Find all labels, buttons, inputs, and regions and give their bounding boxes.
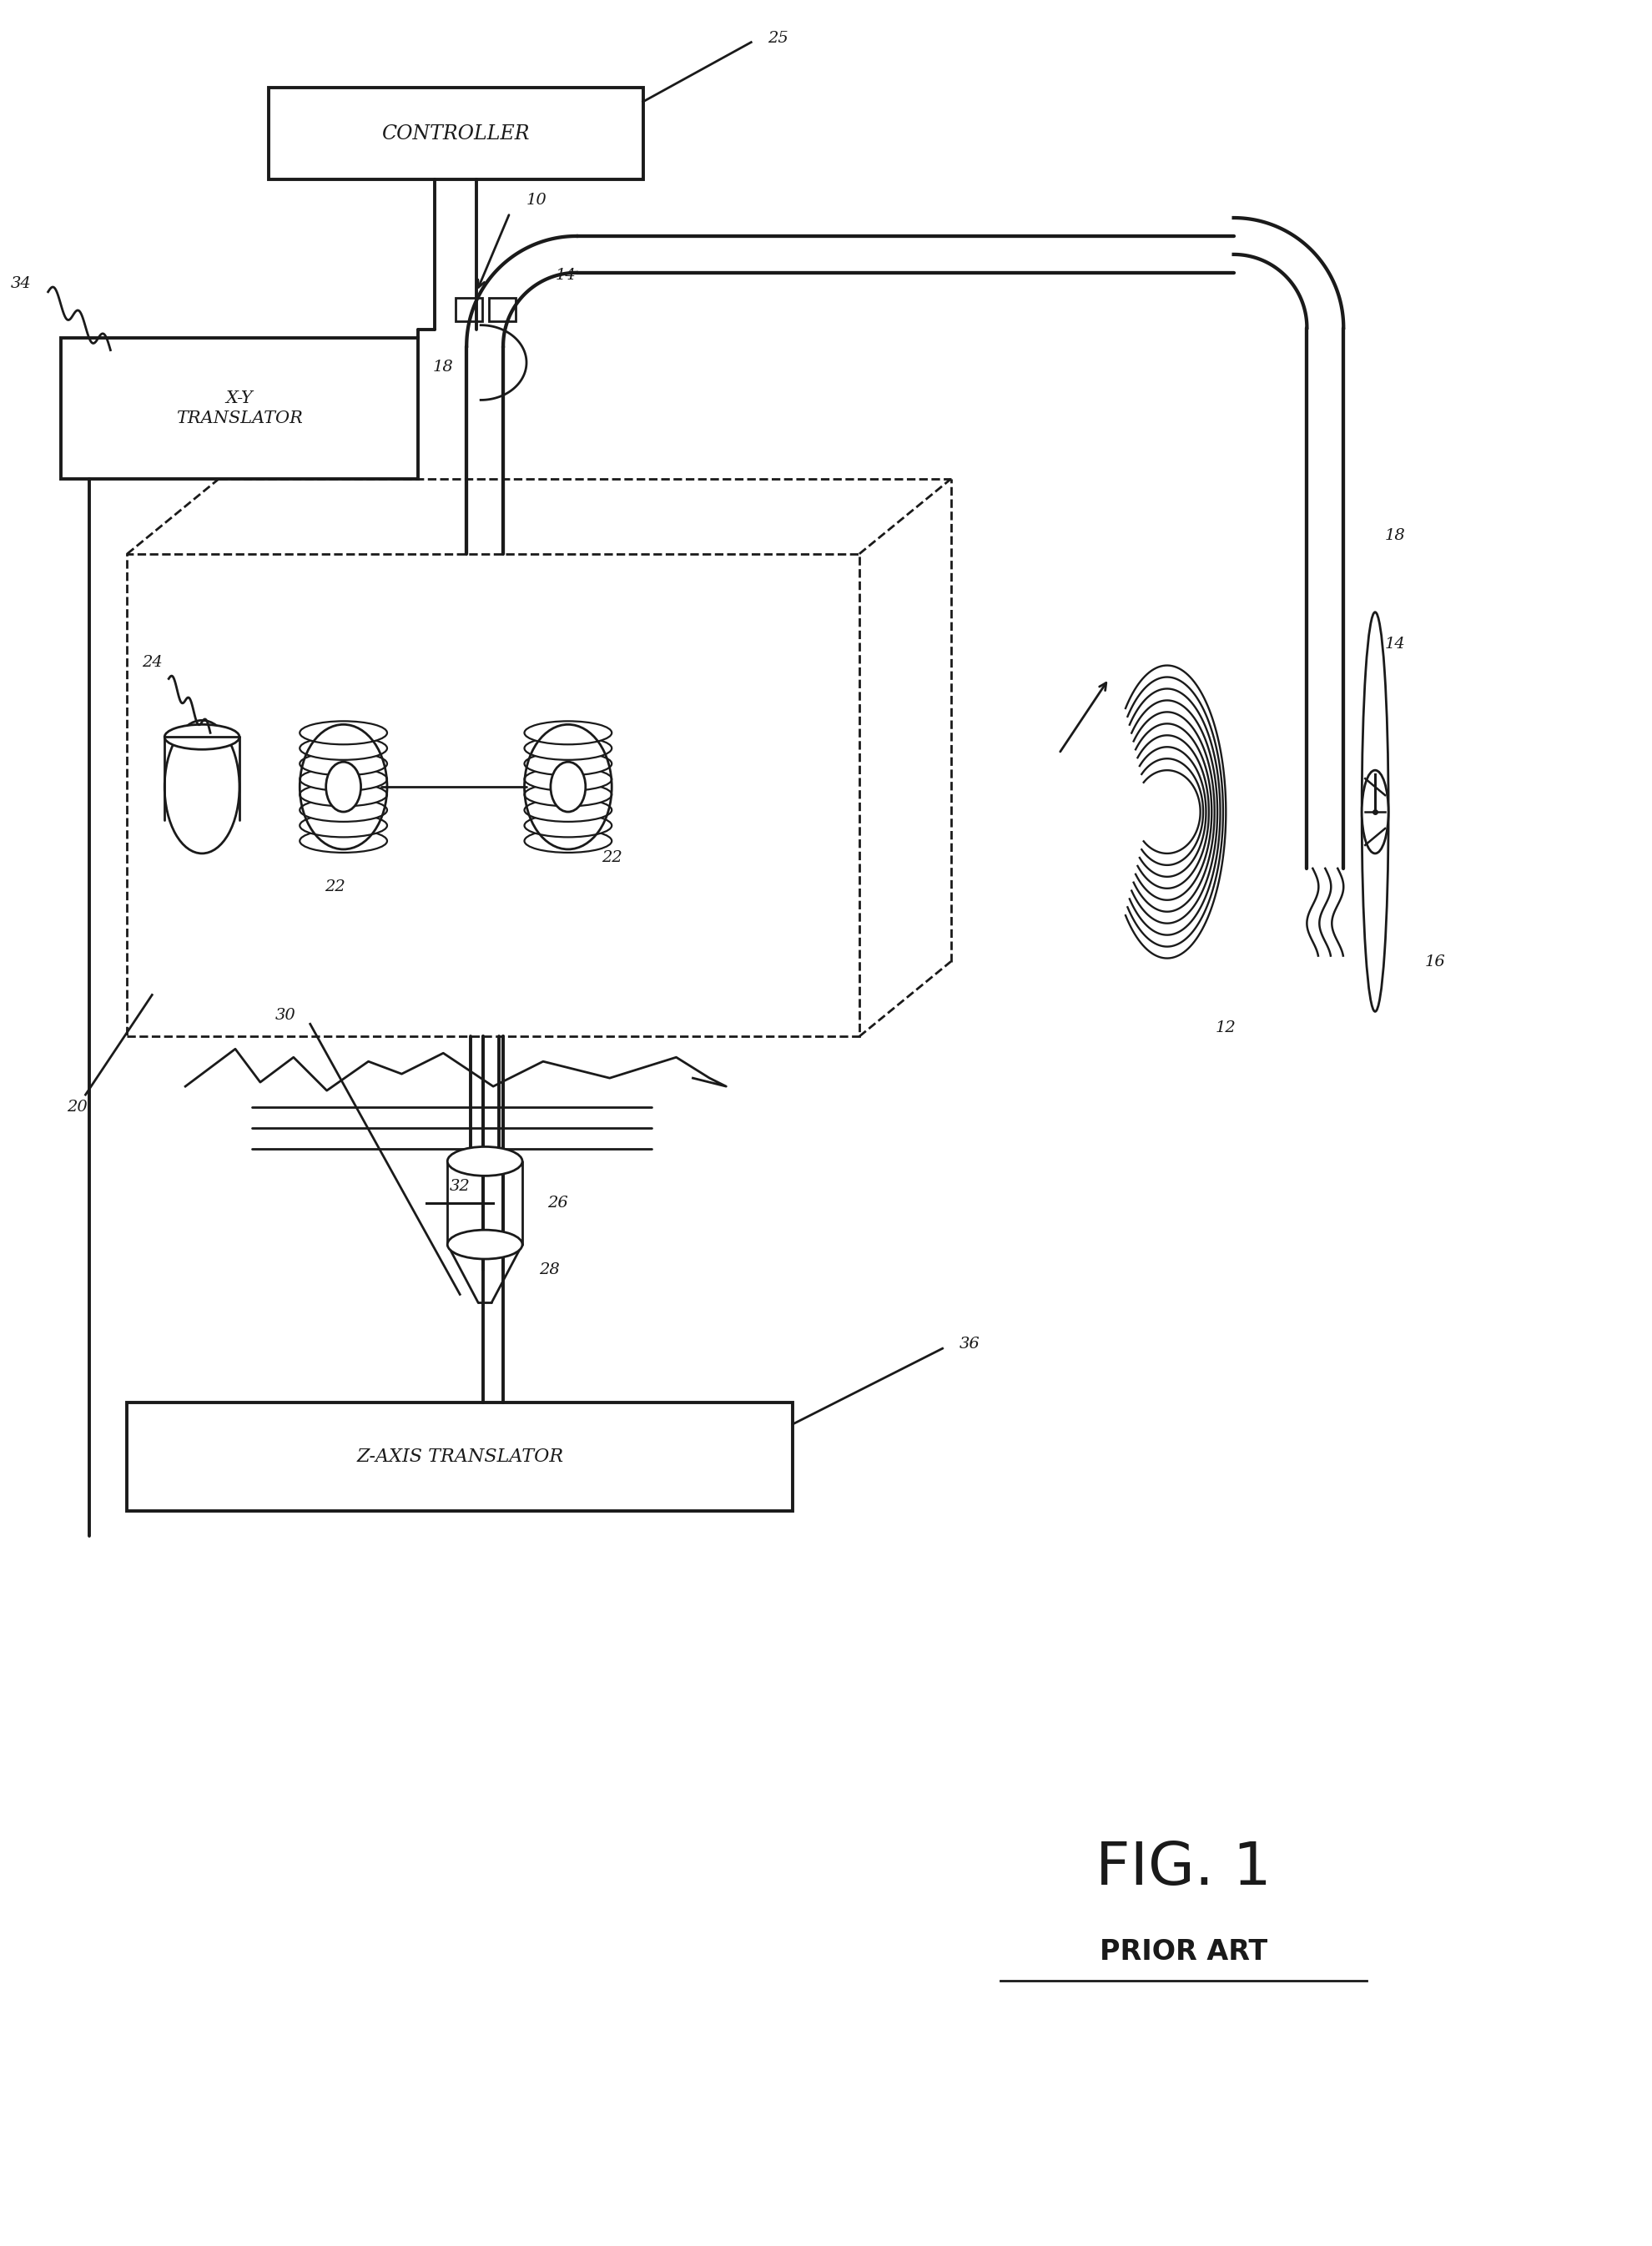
Ellipse shape <box>448 1148 522 1177</box>
Ellipse shape <box>524 768 611 791</box>
Ellipse shape <box>299 797 387 822</box>
Bar <box>456 299 482 321</box>
Ellipse shape <box>299 829 387 853</box>
Text: 26: 26 <box>547 1195 568 1211</box>
Ellipse shape <box>550 761 585 811</box>
Ellipse shape <box>524 784 611 806</box>
Text: 14: 14 <box>555 267 577 283</box>
Ellipse shape <box>1361 770 1388 853</box>
Text: 18: 18 <box>433 359 454 375</box>
Ellipse shape <box>165 721 240 853</box>
Text: 16: 16 <box>1426 955 1446 968</box>
Text: PRIOR ART: PRIOR ART <box>1100 1938 1267 1965</box>
Text: 24: 24 <box>142 654 162 669</box>
Ellipse shape <box>299 737 387 759</box>
Ellipse shape <box>299 721 387 743</box>
Text: 20: 20 <box>66 1101 88 1114</box>
Text: 36: 36 <box>960 1336 980 1352</box>
Ellipse shape <box>524 797 611 822</box>
Text: 34: 34 <box>12 276 31 292</box>
Ellipse shape <box>325 761 360 811</box>
Ellipse shape <box>448 1231 522 1260</box>
Bar <box>269 88 643 180</box>
Text: 10: 10 <box>527 193 547 209</box>
Ellipse shape <box>299 784 387 806</box>
Ellipse shape <box>1361 613 1388 1011</box>
Ellipse shape <box>524 829 611 853</box>
Ellipse shape <box>165 725 240 750</box>
Bar <box>489 299 515 321</box>
Text: X-Y
TRANSLATOR: X-Y TRANSLATOR <box>177 391 302 427</box>
Text: 30: 30 <box>274 1008 296 1024</box>
Text: 22: 22 <box>601 849 623 865</box>
Text: 14: 14 <box>1384 636 1406 651</box>
Bar <box>61 337 418 478</box>
Text: FIG. 1: FIG. 1 <box>1095 1839 1272 1898</box>
Ellipse shape <box>299 752 387 775</box>
Ellipse shape <box>299 813 387 838</box>
Text: 32: 32 <box>449 1179 471 1193</box>
Ellipse shape <box>524 752 611 775</box>
Text: 22: 22 <box>325 878 345 894</box>
Text: 18: 18 <box>1384 528 1406 544</box>
Text: 12: 12 <box>1214 1020 1236 1035</box>
Text: CONTROLLER: CONTROLLER <box>382 124 530 144</box>
Ellipse shape <box>524 813 611 838</box>
Text: Z-AXIS TRANSLATOR: Z-AXIS TRANSLATOR <box>357 1446 563 1467</box>
Ellipse shape <box>524 721 611 743</box>
Text: 28: 28 <box>539 1262 560 1278</box>
Text: 25: 25 <box>768 31 788 45</box>
Ellipse shape <box>524 737 611 759</box>
Bar <box>127 1402 793 1512</box>
Bar <box>127 555 859 1035</box>
Ellipse shape <box>299 768 387 791</box>
